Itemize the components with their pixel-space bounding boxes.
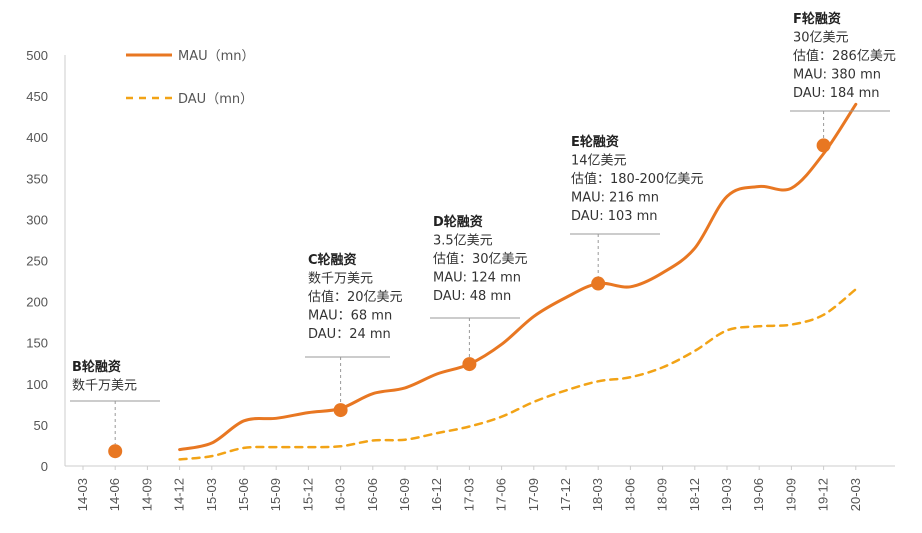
x-tick-label: 17-09 [526,478,541,511]
annotation-line: 估值：20亿美元 [308,289,403,305]
x-tick-label: 19-03 [719,478,734,511]
x-tick-label: 14-09 [139,478,154,511]
annotation-line: DAU: 48 mn [433,289,511,304]
y-tick-label: 250 [26,254,48,269]
x-tick-label: 18-09 [655,478,670,511]
y-tick-label: 200 [26,295,48,310]
annotation-title: F轮融资 [793,11,841,27]
annotation-line: DAU：24 mn [308,327,391,342]
funding-round-marker [591,276,606,291]
x-tick-label: 17-06 [494,478,509,511]
annotation-line: 估值：180-200亿美元 [571,171,703,187]
markers-layer [108,138,831,459]
annotation-title: E轮融资 [571,134,619,150]
series-line-mau [178,102,858,452]
x-tick-label: 19-09 [783,478,798,511]
y-tick-label: 500 [26,48,48,63]
x-tick-label: 18-06 [622,478,637,511]
x-tick-label: 17-12 [558,478,573,511]
legend-label: DAU（mn） [178,92,253,107]
annotation-title: C轮融资 [308,252,357,268]
y-tick-label: 0 [41,459,48,474]
funding-round-marker [816,138,831,153]
series-line-dau [178,288,858,461]
legend-label: MAU（mn） [178,49,255,64]
annotation-line: 30亿美元 [793,31,849,46]
y-tick-label: 50 [34,418,48,433]
funding-round-marker [108,444,123,459]
x-axis-ticks: 14-03 14-06 14-09 14-12 15-03 15-06 15-09 15-12… [75,466,863,511]
annotation-line: 数千万美元 [72,379,137,394]
x-tick-label: 16-03 [333,478,348,511]
annotation-line: 估值：286亿美元 [793,48,896,64]
annotation-line: DAU: 103 mn [571,209,658,224]
x-tick-label: 20-03 [848,478,863,511]
x-tick-label: 14-03 [75,478,90,511]
annotation-line: 数千万美元 [308,272,373,287]
x-tick-label: 17-03 [461,478,476,511]
x-tick-label: 15-06 [236,478,251,511]
annotation-line: MAU: 216 mn [571,191,659,206]
y-tick-label: 350 [26,171,48,186]
series-layer [178,102,858,461]
annotation-line: MAU：68 mn [308,309,392,324]
annotation-line: 3.5亿美元 [433,234,493,249]
annotation-title: B轮融资 [72,359,121,375]
annotation-line: DAU: 184 mn [793,86,880,101]
x-tick-label: 14-12 [172,478,187,511]
x-tick-label: 15-09 [268,478,283,511]
x-tick-label: 14-06 [107,478,122,511]
x-tick-label: 16-09 [397,478,412,511]
y-tick-label: 100 [26,377,48,392]
annotation-title: D轮融资 [433,214,483,230]
y-axis-ticks: 0 50 100 150 200 250 300 350 400 450 500 [26,48,48,474]
y-tick-label: 150 [26,336,48,351]
x-tick-label: 16-06 [365,478,380,511]
annotation-line: MAU: 380 mn [793,68,881,83]
annotation-line: 14亿美元 [571,154,627,169]
x-tick-label: 16-12 [429,478,444,511]
x-tick-label: 19-06 [751,478,766,511]
funding-round-marker [333,403,348,418]
funding-round-marker [462,357,477,372]
y-tick-label: 450 [26,89,48,104]
x-tick-label: 19-12 [816,478,831,511]
x-tick-label: 15-03 [204,478,219,511]
annotation-line: 估值：30亿美元 [433,251,528,267]
legend: MAU（mn） DAU（mn） [126,49,255,107]
x-tick-label: 18-03 [590,478,605,511]
y-tick-label: 400 [26,130,48,145]
x-tick-label: 18-12 [687,478,702,511]
x-tick-label: 15-12 [300,478,315,511]
y-tick-label: 300 [26,212,48,227]
annotation-line: MAU: 124 mn [433,271,521,286]
